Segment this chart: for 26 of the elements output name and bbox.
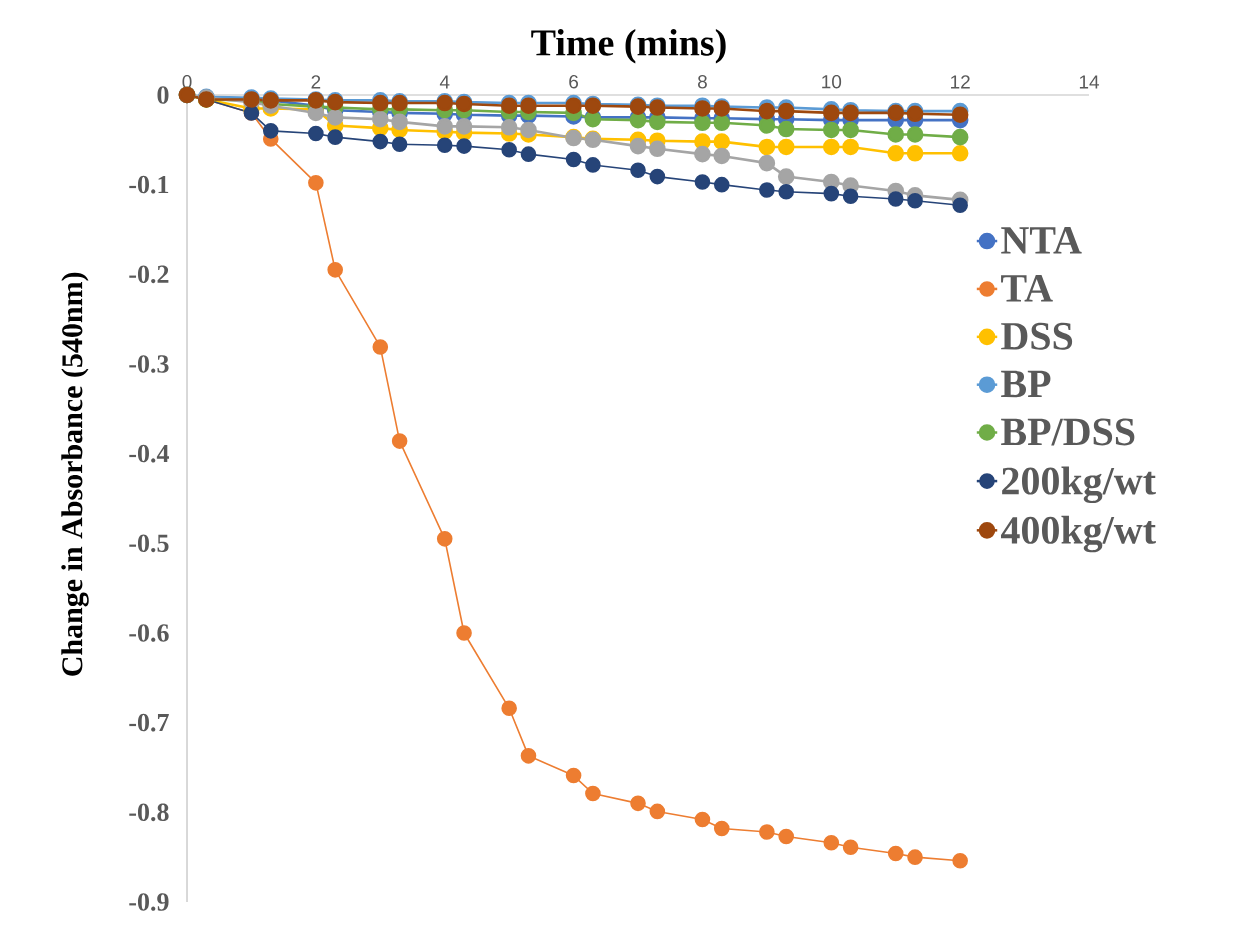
y-tick-label: -0.5 (129, 534, 169, 553)
x-axis-title: Time (mins) (531, 29, 726, 64)
y-tick-label: -0.3 (129, 355, 169, 373)
x-tick-label: 4 (439, 75, 450, 89)
legend-label: DSS (1001, 322, 1073, 350)
y-tick-label: -0.9 (129, 893, 169, 911)
y-axis-title: Change in Absorbance (540nm) (61, 272, 89, 676)
y-tick-label: -0.2 (129, 265, 169, 284)
x-tick-label: 2 (311, 75, 321, 89)
x-tick-label: 8 (697, 75, 707, 89)
legend-label: 400kg/wt (1001, 515, 1156, 553)
x-tick-label: 12 (951, 75, 970, 89)
y-tick-label: -0.6 (129, 624, 169, 642)
y-tick-label: -0.7 (129, 713, 169, 732)
x-tick-label: 6 (569, 75, 579, 89)
y-tick-label: -0.4 (129, 444, 169, 463)
legend-label: BP/DSS (1001, 418, 1135, 446)
x-tick-label: 14 (1079, 75, 1100, 89)
legend-label: BP (1001, 370, 1051, 398)
legend-label: TA (1001, 274, 1053, 302)
legend-label: NTA (1001, 227, 1082, 254)
y-tick-label: -0.1 (129, 175, 169, 194)
legend-label: 200kg/wt (1002, 466, 1156, 504)
y-tick-label: 0 (157, 86, 169, 104)
y-tick-label: -0.8 (129, 803, 169, 822)
x-tick-label: 10 (822, 75, 842, 89)
